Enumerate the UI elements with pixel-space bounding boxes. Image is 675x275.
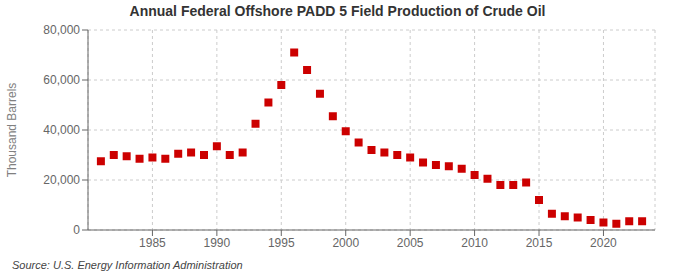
svg-text:40,000: 40,000 [43,123,80,137]
svg-text:60,000: 60,000 [43,73,80,87]
svg-text:20,000: 20,000 [43,173,80,187]
svg-text:2015: 2015 [526,236,553,250]
svg-text:2010: 2010 [461,236,488,250]
svg-text:1990: 1990 [204,236,231,250]
svg-text:0: 0 [73,223,80,237]
svg-text:2005: 2005 [397,236,424,250]
svg-text:80,000: 80,000 [43,23,80,37]
svg-text:Thousand Barrels: Thousand Barrels [8,83,19,178]
svg-text:2000: 2000 [332,236,359,250]
html-text:Annual Federal Offshore PADD 5: Annual Federal Offshore PADD 5 Field Pro… [129,3,546,19]
html-text:Source: U.S. Energy Informatio: Source: U.S. Energy Information Administ… [12,259,243,271]
svg-text:1995: 1995 [268,236,295,250]
svg-text:1985: 1985 [139,236,166,250]
svg-text:2020: 2020 [590,236,617,250]
